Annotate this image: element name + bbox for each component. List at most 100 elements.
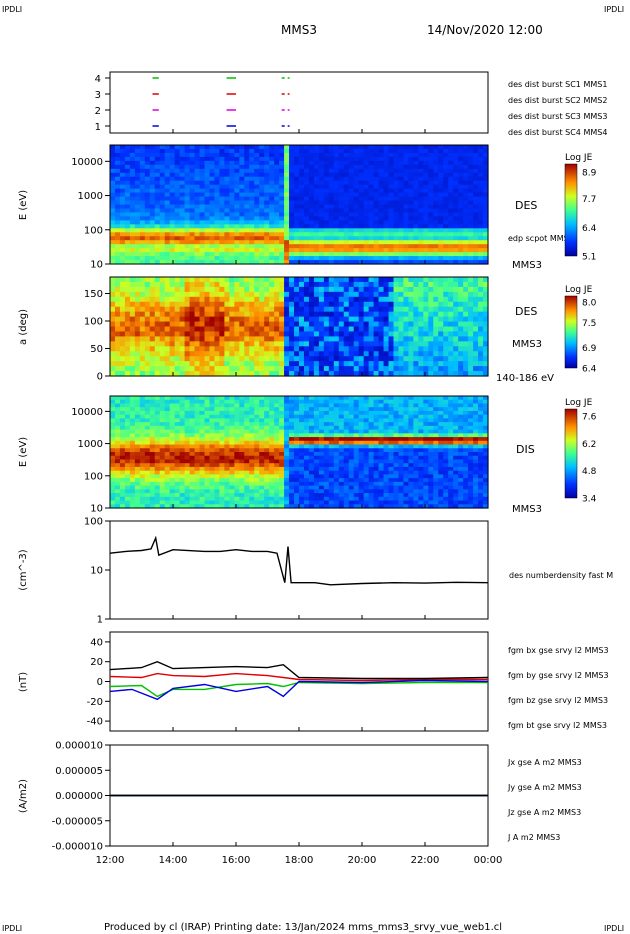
des-pitch-cell <box>363 286 370 293</box>
des-pitch-cell <box>184 291 191 298</box>
des-energy-cell <box>159 164 166 170</box>
des-energy-cell <box>483 216 489 221</box>
des-pitch-cell <box>274 306 280 313</box>
des-energy-cell <box>388 152 395 158</box>
des-energy-cell <box>289 145 295 150</box>
dis-energy-cell <box>224 481 230 487</box>
dis-energy-cell <box>234 493 240 498</box>
des-pitch-cell <box>303 277 310 283</box>
des-energy-cell <box>368 208 375 214</box>
des-pitch-cell <box>338 301 345 308</box>
des-pitch-cell <box>244 316 250 323</box>
des-pitch-cell <box>383 346 390 352</box>
des-energy-cell <box>413 252 419 257</box>
des-energy-cell <box>423 180 429 186</box>
des-energy-cell <box>114 184 121 190</box>
dis-energy-cell <box>144 474 151 479</box>
dis-energy-cell <box>110 504 116 509</box>
des-energy-cell <box>294 164 300 170</box>
des-energy-cell <box>224 160 230 166</box>
des-pitch-cell <box>453 341 459 347</box>
des-pitch-cell <box>269 281 275 288</box>
des-pitch-cell <box>209 301 216 308</box>
dis-energy-cell <box>209 399 216 405</box>
des-energy-cell <box>154 252 161 257</box>
des-pitch-cell <box>333 277 340 283</box>
dis-energy-cell <box>174 433 181 438</box>
des-pitch-cell <box>124 356 131 362</box>
des-pitch-cell <box>299 361 305 367</box>
dis-energy-cell <box>264 440 270 446</box>
des-pitch-cell <box>418 277 424 283</box>
des-energy-cell <box>219 248 225 253</box>
des-pitch-cell <box>448 346 454 352</box>
des-energy-cell <box>453 236 459 241</box>
des-energy-cell <box>428 208 434 214</box>
des-energy-cell <box>368 248 375 253</box>
des-energy-cell <box>179 224 186 229</box>
dis-energy-cell <box>249 414 255 419</box>
dis-energy-cell <box>134 485 141 490</box>
des-energy-cell <box>358 212 365 217</box>
des-pitch-cell <box>353 286 360 293</box>
des-energy-cell <box>154 256 161 261</box>
des-energy-cell <box>129 145 136 150</box>
des-pitch-cell <box>433 361 439 367</box>
des-energy-cell <box>433 220 439 225</box>
des-energy-cell <box>428 244 434 249</box>
des-pitch-y-tick-label: 0 <box>97 372 103 383</box>
des-energy-cell <box>179 240 186 245</box>
dis-energy-cell <box>254 455 260 461</box>
dis-energy-cell <box>239 500 245 505</box>
dis-energy-cell <box>249 455 255 461</box>
des-pitch-cell <box>169 366 176 372</box>
des-energy-cell <box>229 252 235 257</box>
des-energy-cell <box>219 164 225 170</box>
dis-energy-cell <box>119 444 126 449</box>
dis-energy-cell <box>119 437 126 442</box>
des-pitch-cell <box>164 356 171 362</box>
des-energy-cell <box>398 172 405 178</box>
des-pitch-cell <box>284 361 290 367</box>
des-energy-cell <box>363 200 370 206</box>
dis-energy-cell <box>234 425 240 431</box>
des-pitch-cell <box>274 346 280 352</box>
des-energy-cell <box>284 172 290 178</box>
des-pitch-cell <box>313 311 320 318</box>
dis-energy-cell <box>194 448 201 453</box>
des-pitch-cell <box>468 316 474 323</box>
des-energy-cell <box>483 192 489 198</box>
dis-energy-cell <box>254 429 260 434</box>
des-energy-cell <box>418 240 424 245</box>
dis-energy-cell <box>169 459 176 464</box>
des-energy-cell <box>423 244 429 249</box>
dis-energy-cell <box>279 463 285 468</box>
des-energy-cell <box>338 196 345 202</box>
des-energy-cell <box>119 252 126 257</box>
des-energy-cell <box>249 204 255 210</box>
des-pitch-cell <box>338 346 345 352</box>
des-energy-cell <box>448 145 454 150</box>
des-pitch-cell <box>169 316 176 323</box>
des-energy-cell <box>318 248 325 253</box>
des-pitch-cell <box>144 371 151 377</box>
des-energy-cell <box>453 164 459 170</box>
des-pitch-cell <box>373 346 380 352</box>
des-energy-cell <box>428 240 434 245</box>
des-pitch-cell <box>393 301 400 308</box>
des-energy-cell <box>413 220 419 225</box>
des-energy-cell <box>274 156 280 162</box>
des-pitch-cell <box>408 296 414 303</box>
des-energy-cell <box>348 200 355 206</box>
des-pitch-cell <box>279 286 285 293</box>
des-pitch-cell <box>308 336 315 342</box>
des-energy-cell <box>264 200 270 206</box>
des-energy-cell <box>294 184 300 190</box>
des-energy-cell <box>408 240 414 245</box>
des-pitch-cell <box>284 306 290 313</box>
des-pitch-cell <box>144 311 151 318</box>
des-energy-cell <box>388 208 395 214</box>
des-energy-cell <box>169 260 176 265</box>
des-energy-cell <box>274 164 280 170</box>
dis-energy-cell <box>154 422 161 427</box>
